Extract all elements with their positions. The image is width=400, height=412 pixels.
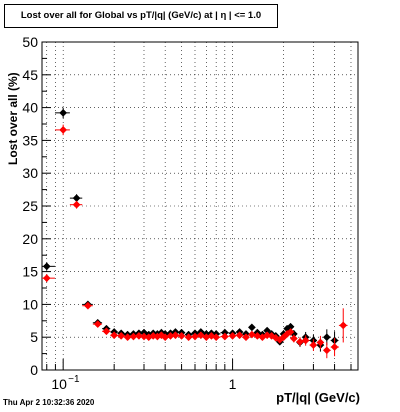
data-point xyxy=(339,321,348,330)
data-point xyxy=(72,194,81,203)
data-point xyxy=(212,333,221,342)
y-tick-label: 0 xyxy=(30,362,38,378)
data-point xyxy=(235,331,244,340)
y-tick-label: 30 xyxy=(22,165,38,181)
data-point xyxy=(42,262,51,271)
y-tick-label: 40 xyxy=(22,100,38,116)
data-point xyxy=(242,333,250,342)
data-point xyxy=(301,336,310,345)
data-point xyxy=(134,331,143,340)
y-axis-label: Lost over all (%) xyxy=(6,72,20,165)
x-axis-label: pT/|q| (GeV/c) xyxy=(276,390,360,405)
y-tick-label: 15 xyxy=(22,264,38,280)
chart-title: Lost over all for Global vs pT/|q| (GeV/… xyxy=(4,4,278,28)
series-black xyxy=(42,107,339,352)
data-point xyxy=(296,337,304,346)
y-tick-label: 5 xyxy=(30,329,38,345)
data-point xyxy=(316,338,325,347)
data-point xyxy=(271,333,280,342)
x-tick-label: 10 xyxy=(51,376,67,392)
y-tick-label: 45 xyxy=(22,67,38,83)
data-point xyxy=(220,332,229,341)
data-point xyxy=(102,327,111,336)
data-point xyxy=(83,301,92,310)
data-point xyxy=(247,330,256,339)
timestamp: Thu Apr 2 10:32:36 2020 xyxy=(3,398,95,407)
data-point xyxy=(289,334,298,343)
x-tick-exponent: −1 xyxy=(68,374,80,385)
x-tick-label: 1 xyxy=(229,376,237,392)
data-point xyxy=(72,200,81,209)
data-point xyxy=(177,331,186,340)
y-tick-label: 25 xyxy=(22,198,38,214)
data-point xyxy=(93,320,102,329)
y-tick-label: 20 xyxy=(22,231,38,247)
data-point xyxy=(309,341,318,350)
data-point xyxy=(286,327,295,336)
series-red xyxy=(42,124,348,359)
y-tick-label: 10 xyxy=(22,296,38,312)
axis-layer xyxy=(41,41,359,371)
data-point xyxy=(123,333,132,342)
data-point xyxy=(59,125,68,134)
data-point xyxy=(117,331,126,340)
data-point xyxy=(228,331,237,340)
data-point xyxy=(140,332,148,341)
data-point xyxy=(322,333,331,342)
data-point xyxy=(330,343,339,351)
y-tick-label: 35 xyxy=(22,132,38,148)
y-axis-label-container: Lost over all (%) xyxy=(6,72,20,165)
data-point xyxy=(171,331,180,340)
data-point xyxy=(59,108,68,117)
marker-layer xyxy=(42,107,348,359)
data-point xyxy=(42,274,51,283)
data-point xyxy=(247,323,256,332)
data-point xyxy=(184,333,193,342)
data-point xyxy=(322,346,331,355)
data-point xyxy=(110,331,119,340)
grid-layer xyxy=(42,42,358,370)
y-tick-label: 50 xyxy=(22,34,38,50)
